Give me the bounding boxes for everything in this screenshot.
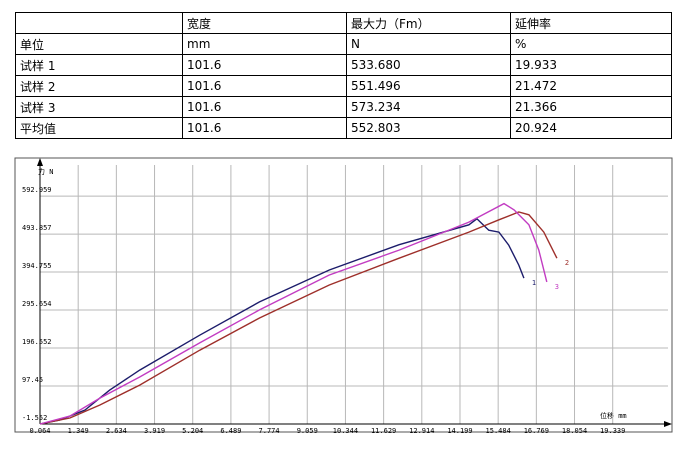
x-axis-label: 位移 mm xyxy=(600,411,627,420)
x-tick-label: 16.769 xyxy=(524,427,549,435)
y-tick-label: 592.959 xyxy=(22,186,52,194)
chart-frame xyxy=(14,157,673,433)
x-tick-label: 6.489 xyxy=(220,427,241,435)
x-tick-label: 18.054 xyxy=(562,427,587,435)
table-row: 平均值 101.6 552.803 20.924 xyxy=(15,117,672,139)
x-tick-label: 2.634 xyxy=(106,427,127,435)
table-cell: 101.6 xyxy=(182,117,347,139)
table-cell: 20.924 xyxy=(510,117,672,139)
y-tick-label: 97.45 xyxy=(22,376,43,384)
table-cell: 21.366 xyxy=(510,96,672,118)
table-row: 试样 2 101.6 551.496 21.472 xyxy=(15,75,672,97)
x-tick-label: 3.919 xyxy=(144,427,165,435)
table-cell: 573.234 xyxy=(346,96,511,118)
table-cell: 101.6 xyxy=(182,54,347,76)
y-tick-label: 493.857 xyxy=(22,224,52,232)
table-row: 试样 3 101.6 573.234 21.366 xyxy=(15,96,672,118)
x-tick-label: 12.914 xyxy=(409,427,434,435)
series-line xyxy=(39,211,558,425)
x-tick-label: 7.774 xyxy=(259,427,280,435)
x-axis-arrow xyxy=(664,421,672,427)
table-body: 宽度 最大力（Fm） 延伸率 单位 mm N% 试样 1 101.6 533.680 19.… xyxy=(15,12,672,139)
table-cell: 101.6 xyxy=(182,75,347,97)
y-tick-label: -1.552 xyxy=(22,414,47,422)
table-cell: mm xyxy=(182,33,347,55)
y-axis-label: 力 N xyxy=(38,167,53,176)
x-tick-label: 19.339 xyxy=(600,427,625,435)
x-tick-label: 10.344 xyxy=(333,427,358,435)
x-tick-label: 14.199 xyxy=(447,427,472,435)
y-tick-label: 196.552 xyxy=(22,338,52,346)
table-cell: 101.6 xyxy=(182,96,347,118)
x-tick-label: 1.349 xyxy=(68,427,89,435)
series-label: 3 xyxy=(555,283,559,291)
series-label: 1 xyxy=(532,279,536,287)
y-tick-label: 295.654 xyxy=(22,300,52,308)
x-tick-label: 0.064 xyxy=(29,427,50,435)
table-cell: 552.803 xyxy=(346,117,511,139)
header-row: 宽度 最大力（Fm） 延伸率 xyxy=(15,12,672,34)
x-tick-label: 9.059 xyxy=(297,427,318,435)
table-row: 试样 1 101.6 533.680 19.933 xyxy=(15,54,672,76)
series-label: 2 xyxy=(565,259,569,267)
table-cell: 平均值 xyxy=(15,117,183,139)
y-axis-arrow xyxy=(37,158,43,166)
x-tick-label: 5.204 xyxy=(182,427,203,435)
table-cell: 试样 1 xyxy=(15,54,183,76)
x-tick-label: 15.484 xyxy=(486,427,511,435)
result-table: 宽度 最大力（Fm） 延伸率 单位 mm N% 试样 1 101.6 533.680 19.… xyxy=(15,12,672,139)
x-tick-label: 11.629 xyxy=(371,427,396,435)
series-line xyxy=(39,217,525,425)
y-tick-label: 394.755 xyxy=(22,262,52,270)
series-line xyxy=(39,202,548,425)
